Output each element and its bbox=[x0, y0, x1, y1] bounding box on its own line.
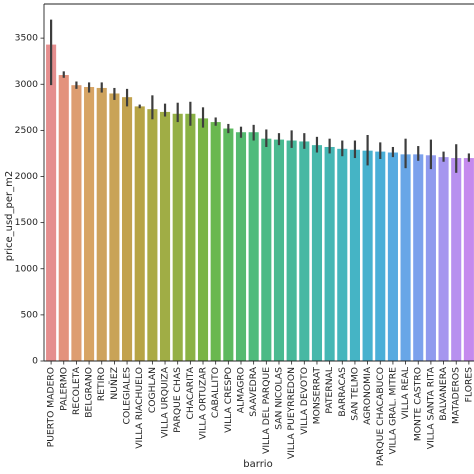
x-tick-label: AGRONOMIA bbox=[362, 366, 373, 425]
bar bbox=[58, 75, 69, 361]
x-tick-label: PARQUE CHACABUCO bbox=[375, 367, 386, 466]
x-tick-label: COLEGIALES bbox=[122, 367, 133, 425]
bar bbox=[223, 128, 234, 361]
bar bbox=[46, 44, 57, 362]
bar bbox=[337, 148, 348, 361]
bar bbox=[311, 145, 323, 361]
bar bbox=[210, 122, 221, 361]
y-tick-label: 1500 bbox=[15, 217, 39, 228]
bar bbox=[299, 141, 310, 361]
x-tick-label: CHACARITA bbox=[185, 366, 196, 419]
x-tick-label: SAN NICOLAS bbox=[273, 367, 284, 430]
x-tick-label: RETIRO bbox=[96, 367, 107, 401]
bar bbox=[413, 154, 424, 361]
x-tick-label: VILLA DEVOTO bbox=[299, 367, 310, 435]
x-tick-label: CABALLITO bbox=[210, 367, 221, 418]
x-axis-label: barrio bbox=[243, 459, 272, 470]
x-tick-label: PATERNAL bbox=[324, 366, 335, 413]
axes bbox=[43, 3, 474, 362]
bar bbox=[286, 140, 297, 361]
y-tick-label: 3500 bbox=[15, 33, 39, 44]
x-tick-label: VILLA ORTUZAR bbox=[198, 366, 209, 439]
y-tick-label: 0 bbox=[32, 356, 38, 367]
x-tick-label: BALVANERA bbox=[438, 366, 449, 420]
y-tick-label: 1000 bbox=[15, 263, 39, 274]
bar bbox=[400, 154, 411, 361]
x-tick-label: PARQUE CHAS bbox=[172, 367, 183, 433]
bar bbox=[463, 158, 474, 361]
bar bbox=[84, 87, 95, 362]
y-axis-label: price_usd_per_m2 bbox=[4, 171, 15, 262]
error-bars bbox=[49, 19, 470, 173]
bar bbox=[147, 109, 158, 361]
x-tick-label: VILLA SANTA RITA bbox=[425, 366, 436, 449]
x-tick-label: SAN TELMO bbox=[349, 367, 360, 421]
bar bbox=[96, 87, 107, 361]
x-tick-label: NUÑEZ bbox=[109, 367, 120, 400]
bar bbox=[349, 149, 360, 361]
x-tick-label: VILLA CRESPO bbox=[223, 367, 234, 433]
x-tick-label: PALERMO bbox=[58, 367, 69, 411]
x-tick-label: MATADEROS bbox=[451, 367, 462, 424]
bar bbox=[451, 158, 462, 361]
x-tick-label: SAAVEDRA bbox=[248, 366, 259, 416]
bar bbox=[375, 151, 386, 361]
y-tick-label: 500 bbox=[20, 309, 38, 320]
bar bbox=[248, 132, 259, 361]
y-tick-label: 3000 bbox=[15, 79, 39, 90]
x-tick-label: MONTE CASTRO bbox=[413, 367, 424, 441]
x-tick-label: FLORES bbox=[463, 367, 474, 402]
bar bbox=[438, 157, 449, 361]
bar bbox=[362, 150, 373, 361]
x-tick-labels: PUERTO MADERO PALERMO RECOLETA BELGRANO RETI… bbox=[46, 361, 474, 466]
bar bbox=[197, 118, 209, 361]
y-tick-labels: 0 500 1000 1500 2000 2500 3000 3500 bbox=[15, 33, 44, 367]
bar bbox=[235, 132, 247, 361]
y-tick-label: 2500 bbox=[15, 125, 39, 136]
y-tick-label: 2000 bbox=[15, 171, 39, 182]
bar bbox=[425, 155, 436, 361]
bar bbox=[159, 111, 171, 362]
bar bbox=[172, 113, 183, 361]
x-tick-label: VILLA PUEYRREDON bbox=[286, 367, 297, 459]
x-tick-label: MONSERRAT bbox=[311, 367, 322, 425]
x-tick-label: VILLA RIACHUELO bbox=[134, 367, 145, 449]
bar bbox=[134, 106, 145, 362]
bar bbox=[109, 93, 120, 361]
bar bbox=[324, 146, 335, 361]
x-tick-label: VILLA GRAL. MITRE bbox=[387, 367, 398, 455]
x-tick-label: VILLA URQUIZA bbox=[160, 366, 171, 438]
x-tick-label: COGHLAN bbox=[147, 367, 158, 413]
bar bbox=[185, 113, 196, 361]
x-tick-label: RECOLETA bbox=[71, 366, 82, 415]
x-tick-label: PUERTO MADERO bbox=[46, 367, 57, 447]
bar bbox=[387, 152, 398, 361]
x-tick-label: VILLA REAL bbox=[400, 366, 411, 419]
bar bbox=[261, 138, 272, 361]
bar bbox=[122, 97, 133, 362]
x-tick-label: ALMAGRO bbox=[236, 367, 247, 413]
bars bbox=[46, 44, 474, 362]
x-tick-label: BARRACAS bbox=[337, 367, 348, 417]
x-tick-label: BELGRANO bbox=[84, 367, 95, 418]
bar bbox=[71, 85, 82, 362]
bar bbox=[273, 139, 285, 361]
x-tick-label: VILLA DEL PARQUE bbox=[261, 367, 272, 454]
